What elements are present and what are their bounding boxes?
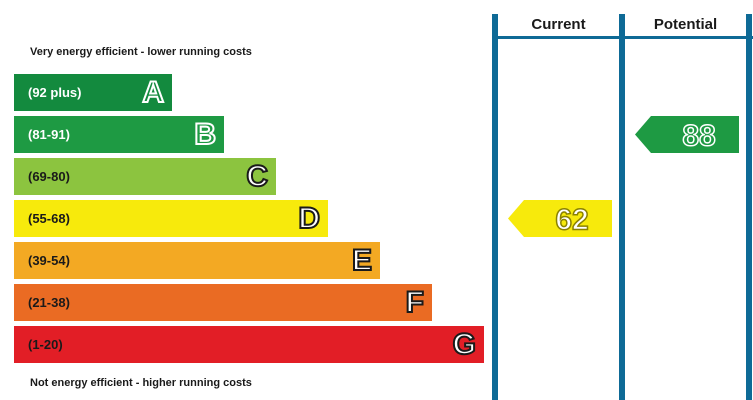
potential-column-right-line [746,14,752,400]
band-g: (1-20) G [14,326,484,363]
band-f: (21-38) F [14,284,432,321]
band-letter-label: C [245,159,269,194]
current-column-header: Current [531,16,586,33]
band-d: (55-68) D [14,200,328,237]
band-range-label: (21-38) [28,295,70,310]
potential-pointer-shape [635,116,739,153]
band-e: (39-54) E [14,242,380,279]
band-range-label: (81-91) [28,127,70,142]
band-letter-label: B [193,117,217,152]
band-range-label: (55-68) [28,211,70,226]
top-caption: Very energy efficient - lower running co… [30,46,252,58]
potential-column-header: Potential [653,16,718,33]
current-rating-value: 62 [555,204,588,237]
header-rule [492,36,753,39]
potential-rating-pointer: 88 [635,116,739,153]
band-b: (81-91) B [14,116,224,153]
current-pointer-shape [508,200,612,237]
band-letter-label: E [351,243,373,278]
current-rating-pointer: 62 [508,200,612,237]
potential-rating-value: 88 [682,120,715,153]
band-letter-label: A [141,75,165,110]
bottom-caption: Not energy efficient - higher running co… [30,377,252,389]
band-c: (69-80) C [14,158,276,195]
current-column-right-line [619,14,625,400]
band-letter-label: G [452,327,477,362]
band-a: (92 plus) A [14,74,172,111]
band-range-label: (1-20) [28,337,63,352]
band-range-label: (92 plus) [28,85,82,100]
band-range-label: (69-80) [28,169,70,184]
band-range-label: (39-54) [28,253,70,268]
current-column-left-line [492,14,498,400]
band-letter-label: D [297,201,321,236]
band-letter-label: F [405,285,425,320]
